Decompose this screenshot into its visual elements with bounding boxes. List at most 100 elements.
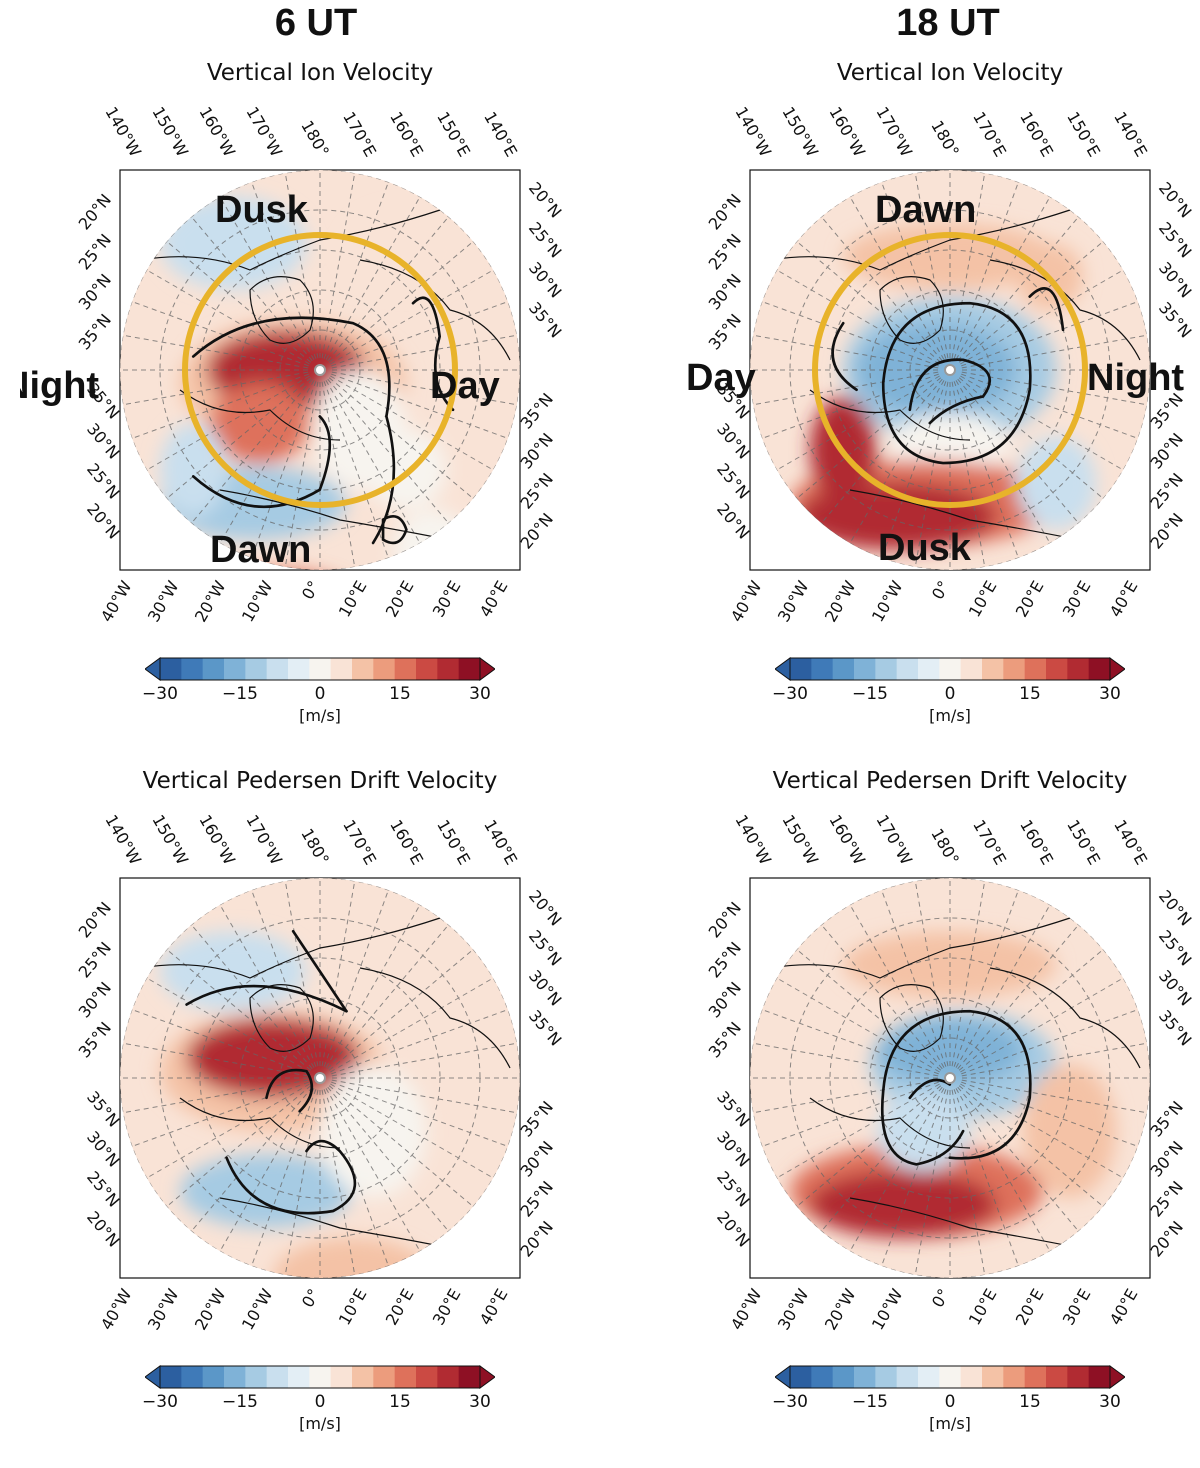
lat-label-left: 25°N	[713, 1167, 753, 1210]
lat-label-left: 25°N	[705, 230, 745, 273]
lat-label-left: 30°N	[75, 270, 115, 313]
lon-label-top: 160°W	[195, 103, 239, 160]
colorbar: −30 −15 0 15 30 [m/s]	[142, 656, 496, 732]
lon-label-bottom: 20°W	[191, 1285, 230, 1333]
lon-label-bottom: 30°W	[144, 1285, 183, 1333]
lon-label-bottom: 10°E	[965, 578, 1001, 621]
lat-label-left: 30°N	[83, 1127, 123, 1170]
lat-label-left: 25°N	[83, 459, 123, 502]
panel-title: Vertical Pedersen Drift Velocity	[772, 768, 1128, 794]
region-label-left: Night	[20, 365, 99, 407]
lat-label-right: 20°N	[525, 178, 565, 221]
colorbar: −30 −15 0 15 30 [m/s]	[142, 1364, 496, 1440]
lat-label-left: 20°N	[705, 190, 745, 233]
panel-pedersen-drift-6ut: Vertical Pedersen Drift Velocity 140°W 15…	[20, 768, 620, 1468]
lon-label-top: 140°E	[1110, 108, 1151, 160]
terminator-ring	[182, 232, 458, 508]
lat-label-left: 30°N	[83, 419, 123, 462]
lon-label-bottom: 0°	[298, 578, 324, 603]
lon-label-top: 150°W	[778, 103, 822, 160]
colorbar-tick: −15	[222, 1392, 258, 1412]
lon-label-top: 140°E	[480, 108, 521, 160]
lon-label-bottom: 20°E	[1012, 1286, 1048, 1329]
lon-label-top: 150°E	[433, 816, 474, 868]
lat-label-left: 25°N	[705, 938, 745, 981]
colorbar-tick: −30	[142, 1392, 178, 1412]
lon-label-top: 150°W	[148, 103, 192, 160]
region-label-top: Dusk	[215, 189, 309, 231]
colorbar-tick: 30	[1099, 1392, 1121, 1412]
lon-label-top: 150°W	[778, 811, 822, 868]
lat-label-left: 30°N	[705, 270, 745, 313]
lon-label-top: 180°	[927, 117, 963, 160]
colorbar-tick: 15	[1019, 684, 1041, 704]
lon-label-top: 140°E	[480, 816, 521, 868]
lon-label-top: 180°	[297, 117, 333, 160]
colorbar-strip	[144, 1365, 496, 1389]
lat-label-left: 20°N	[713, 499, 753, 542]
graticule	[120, 170, 520, 570]
lat-label-right: 20°N	[1155, 886, 1195, 929]
lon-label-top: 170°E	[969, 108, 1010, 160]
lon-label-top: 170°E	[969, 816, 1010, 868]
lon-label-top: 150°E	[1063, 108, 1104, 160]
lon-label-bottom: 0°	[928, 1286, 954, 1311]
colorbar-tick: −30	[772, 684, 808, 704]
panel-title: Vertical Ion Velocity	[836, 60, 1064, 86]
panel-title: Vertical Ion Velocity	[206, 60, 434, 86]
lon-label-top: 140°W	[731, 811, 775, 868]
lat-label-right: 30°N	[525, 966, 565, 1009]
lat-label-left: 20°N	[83, 1207, 123, 1250]
lon-label-bottom: 20°E	[1012, 578, 1048, 621]
lon-label-top: 170°W	[242, 103, 286, 160]
lat-label-right: 35°N	[517, 1097, 557, 1140]
coastlines	[139, 209, 511, 541]
panel-ion-velocity-18ut: Vertical Ion Velocity 140°W 150°W 160°W 170…	[650, 60, 1200, 760]
lon-label-top: 170°W	[242, 811, 286, 868]
lat-label-left: 35°N	[713, 1087, 753, 1130]
lat-label-right: 30°N	[1147, 429, 1187, 472]
lat-label-left: 20°N	[83, 499, 123, 542]
lat-label-right: 20°N	[1147, 1217, 1187, 1260]
lon-label-bottom: 20°E	[382, 1286, 418, 1329]
lon-label-top: 180°	[297, 825, 333, 868]
colorbar-tick: −15	[852, 684, 888, 704]
lat-label-left: 30°N	[75, 978, 115, 1021]
region-label-right: Day	[430, 365, 500, 407]
lon-label-bottom: 30°W	[774, 577, 813, 625]
colorbar-unit: [m/s]	[299, 706, 341, 725]
zero-contours	[185, 929, 357, 1215]
lat-label-left: 20°N	[713, 1207, 753, 1250]
region-label-bottom: Dawn	[210, 529, 311, 571]
colorbar-strip	[144, 657, 496, 681]
lon-label-top: 160°W	[825, 103, 869, 160]
lat-label-left: 35°N	[705, 310, 745, 353]
colorbar-tick: 30	[469, 1392, 491, 1412]
lon-label-bottom: 40°E	[1106, 1286, 1142, 1329]
lat-label-left: 30°N	[705, 978, 745, 1021]
lat-label-right: 25°N	[517, 1177, 557, 1220]
column-title-18ut: 18 UT	[896, 2, 1000, 44]
lon-label-bottom: 20°E	[382, 578, 418, 621]
lon-label-top: 160°E	[1016, 108, 1057, 160]
colorbar-tick: 30	[469, 684, 491, 704]
colorbar: −30 −15 0 15 30 [m/s]	[772, 1364, 1126, 1440]
panel-pedersen-drift-18ut: Vertical Pedersen Drift Velocity 140°W 15…	[650, 768, 1200, 1468]
lon-label-bottom: 10°W	[868, 577, 907, 625]
lat-label-left: 20°N	[705, 898, 745, 941]
pole-marker	[944, 1072, 956, 1084]
polar-map: 140°W 150°W 160°W 170°W 180° 170°E 160°E 150°E 1…	[705, 811, 1196, 1333]
region-label-top: Dawn	[875, 189, 976, 231]
lat-label-left: 25°N	[75, 938, 115, 981]
velocity-field	[750, 878, 1150, 1278]
colorbar-tick: 0	[944, 1392, 956, 1412]
coastlines	[769, 917, 1141, 1249]
colorbar-tick: 0	[314, 684, 326, 704]
lon-label-bottom: 30°E	[429, 578, 465, 621]
colorbar-tick: −15	[852, 1392, 888, 1412]
lat-label-right: 20°N	[517, 1217, 557, 1260]
lon-label-bottom: 30°E	[1059, 1286, 1095, 1329]
lat-label-right: 30°N	[517, 1137, 557, 1180]
zero-contours	[831, 287, 1065, 465]
lon-label-top: 140°E	[1110, 816, 1151, 868]
